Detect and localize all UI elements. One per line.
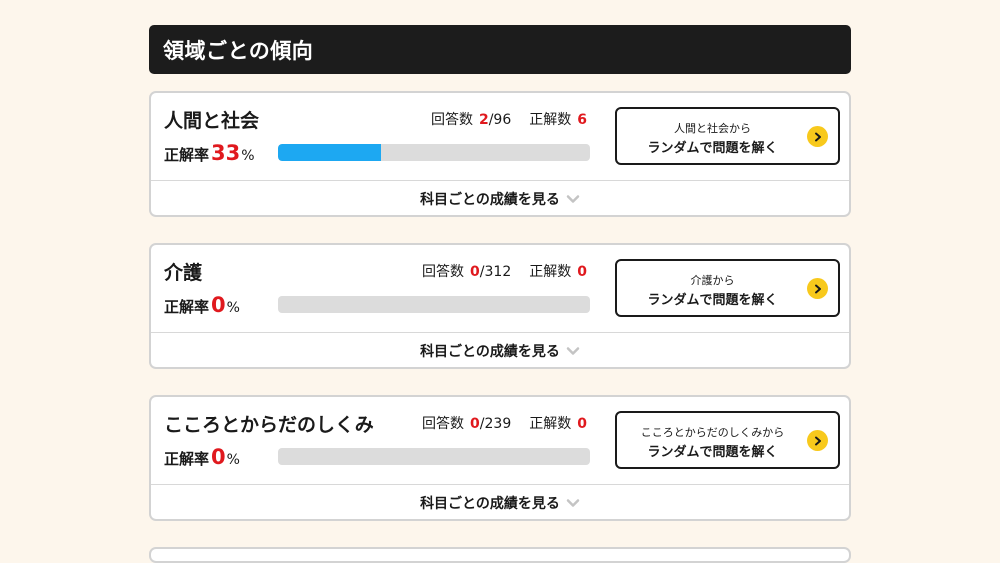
view-subjects-toggle[interactable]: 科目ごとの成績を見る	[151, 333, 849, 367]
area-card: こころとからだのしくみ 回答数 0 / 239 正解数 0 正解率 0 % ここ…	[149, 395, 851, 521]
random-questions-button[interactable]: 人間と社会から ランダムで問題を解く	[615, 107, 840, 165]
answered-label: 回答数	[422, 264, 465, 280]
answered-label: 回答数	[422, 416, 465, 432]
chevron-down-icon	[566, 498, 580, 508]
slash: /	[479, 264, 485, 280]
area-counts: 回答数 0 / 239 正解数 0	[422, 413, 587, 433]
slash: /	[479, 416, 485, 432]
area-card-summary: 介護 回答数 0 / 312 正解数 0 正解率 0 % 介護から ランダムで問…	[151, 245, 849, 333]
answered-label: 回答数	[430, 112, 473, 128]
answered-count: 0	[470, 416, 480, 432]
view-subjects-label: 科目ごとの成績を見る	[420, 192, 560, 208]
area-name: 介護	[164, 262, 203, 284]
rate-percent: %	[226, 300, 240, 316]
area-name: 人間と社会	[164, 110, 260, 132]
rate-value: 0	[211, 445, 226, 469]
chevron-right-icon	[807, 126, 828, 147]
rate-value: 33	[211, 141, 241, 165]
area-counts: 回答数 2 / 96 正解数 6	[431, 109, 587, 129]
chevron-down-icon	[566, 194, 580, 204]
total-count: 239	[484, 416, 512, 432]
progress-bar	[278, 448, 590, 465]
view-subjects-toggle[interactable]: 科目ごとの成績を見る	[151, 181, 849, 215]
random-questions-button[interactable]: こころとからだのしくみから ランダムで問題を解く	[615, 411, 840, 469]
area-card: 人間と社会 回答数 2 / 96 正解数 6 正解率 33 % 人間と社会から …	[149, 91, 851, 217]
button-action-label: ランダムで問題を解く	[647, 445, 778, 460]
progress-fill	[278, 144, 381, 161]
view-subjects-label: 科目ごとの成績を見る	[420, 496, 560, 512]
chevron-down-icon	[566, 346, 580, 356]
rate-label: 正解率	[164, 450, 210, 468]
correct-count: 0	[577, 416, 587, 432]
button-area-label: 介護から	[690, 274, 735, 287]
slash: /	[488, 112, 494, 128]
correct-label: 正解数	[529, 416, 572, 432]
progress-bar	[278, 296, 590, 313]
button-action-label: ランダムで問題を解く	[647, 141, 778, 156]
view-subjects-label: 科目ごとの成績を見る	[420, 344, 560, 360]
correct-label: 正解数	[529, 112, 572, 128]
correct-label: 正解数	[529, 264, 572, 280]
answered-count: 2	[478, 112, 489, 128]
correct-count: 0	[577, 264, 587, 280]
button-action-label: ランダムで問題を解く	[647, 293, 778, 308]
correct-count: 6	[577, 112, 587, 128]
area-trends-section: 領域ごとの傾向 人間と社会 回答数 2 / 96 正解数 6 正解率 33 %	[149, 25, 851, 563]
answered-count: 0	[470, 264, 480, 280]
rate-label: 正解率	[164, 146, 210, 164]
section-title: 領域ごとの傾向	[149, 25, 851, 74]
rate-percent: %	[241, 148, 255, 164]
area-name: こころとからだのしくみ	[164, 414, 374, 436]
total-count: 312	[484, 264, 512, 280]
area-card-summary: 人間と社会 回答数 2 / 96 正解数 6 正解率 33 % 人間と社会から …	[151, 93, 849, 181]
area-card: 介護 回答数 0 / 312 正解数 0 正解率 0 % 介護から ランダムで問…	[149, 243, 851, 369]
button-area-label: 人間と社会から	[674, 122, 751, 135]
area-counts: 回答数 0 / 312 正解数 0	[422, 261, 587, 281]
chevron-right-icon	[807, 278, 828, 299]
rate-value: 0	[211, 293, 226, 317]
chevron-right-icon	[807, 430, 828, 451]
area-card-partial	[149, 547, 851, 563]
button-area-label: こころとからだのしくみから	[640, 426, 785, 439]
correct-rate: 正解率 33 %	[164, 141, 255, 165]
random-questions-button[interactable]: 介護から ランダムで問題を解く	[615, 259, 840, 317]
progress-bar	[278, 144, 590, 161]
correct-rate: 正解率 0 %	[164, 445, 240, 469]
total-count: 96	[493, 112, 512, 128]
correct-rate: 正解率 0 %	[164, 293, 240, 317]
area-card-summary: こころとからだのしくみ 回答数 0 / 239 正解数 0 正解率 0 % ここ…	[151, 397, 849, 485]
view-subjects-toggle[interactable]: 科目ごとの成績を見る	[151, 485, 849, 519]
rate-label: 正解率	[164, 298, 210, 316]
rate-percent: %	[226, 452, 240, 468]
